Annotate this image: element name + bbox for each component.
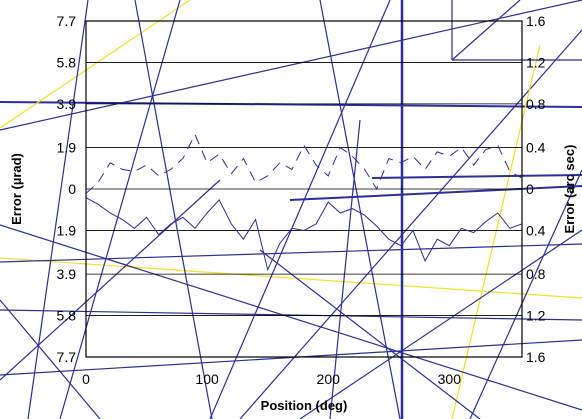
y-right-tick-label: 1.2 [526, 308, 546, 324]
y-right-tick-label: 1.2 [526, 54, 546, 70]
x-tick-label: 200 [317, 371, 341, 387]
y-left-tick-label: 0 [68, 181, 76, 197]
plot-frame [85, 20, 523, 358]
y-right-tick-label: 0.4 [526, 140, 546, 156]
y-left-tick-label: 1.9 [57, 140, 77, 156]
x-tick-label: 0 [82, 371, 90, 387]
y-left-tick-label: 7.7 [57, 349, 77, 365]
y-right-tick-label: 1.6 [526, 349, 546, 365]
x-axis-label: Position (deg) [261, 398, 348, 413]
x-tick-label: 300 [438, 371, 462, 387]
y-left-tick-label: 5.8 [57, 54, 77, 70]
y-right-tick-label: 0.4 [526, 222, 546, 238]
y-right-tick-label: 0.8 [526, 96, 546, 112]
series-line-1 [85, 133, 523, 194]
series-group [85, 133, 523, 272]
y-axis-right-label: Error (arc sec) [562, 145, 577, 234]
grid-lines [86, 20, 522, 358]
tick-labels: 7.7 5.8 3.9 1.9 0 1.9 3.9 5.8 7.7 1.6 1.2 0.8 0.4 0 0.… [57, 13, 546, 387]
y-left-tick-label: 7.7 [57, 13, 77, 29]
x-tick-label: 100 [195, 371, 219, 387]
y-left-tick-label: 3.9 [57, 96, 77, 112]
series-line-2 [85, 197, 523, 272]
y-left-tick-label: 3.9 [57, 266, 77, 282]
y-axis-left-label: Error (µrad) [9, 153, 24, 225]
y-right-tick-label: 0.8 [526, 266, 546, 282]
y-left-tick-label: 5.8 [57, 308, 77, 324]
y-right-tick-label: 0 [526, 181, 534, 197]
y-left-tick-label: 1.9 [57, 222, 77, 238]
y-right-tick-label: 1.6 [526, 13, 546, 29]
